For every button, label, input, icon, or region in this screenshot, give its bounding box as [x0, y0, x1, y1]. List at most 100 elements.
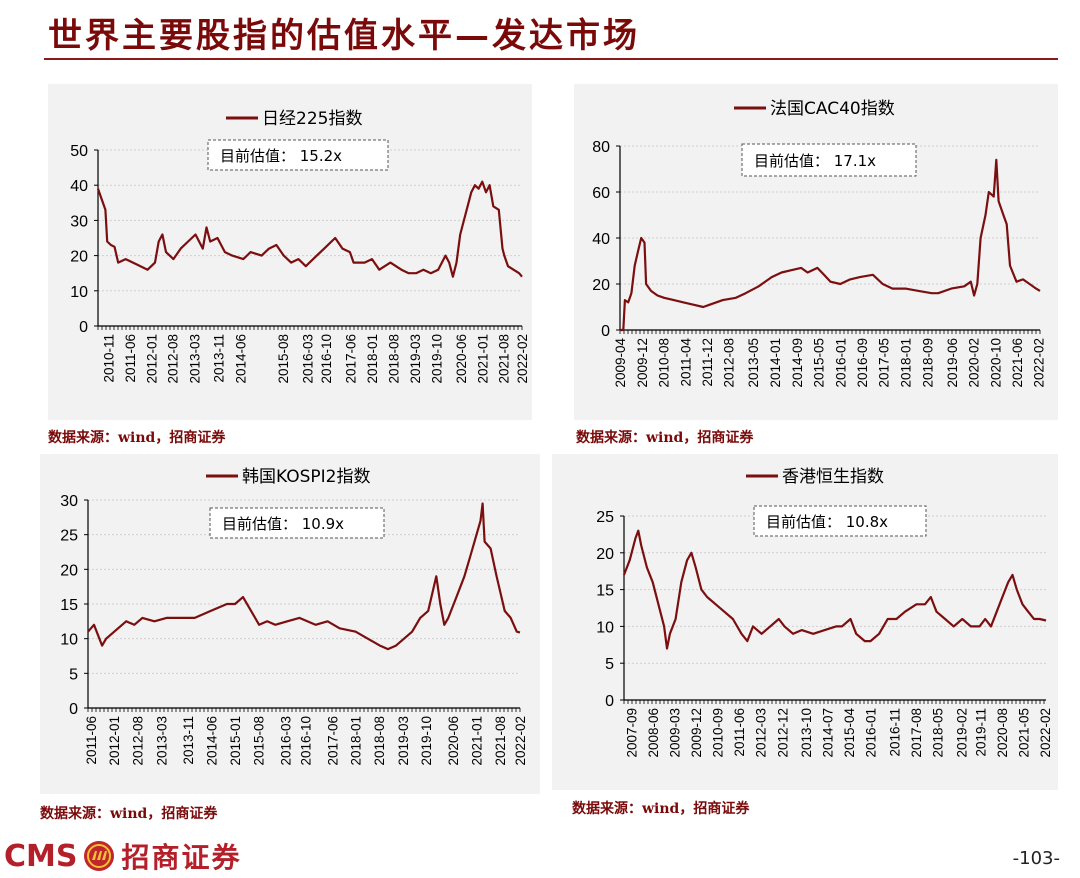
- x-tick-label: 2012-01: [107, 716, 122, 766]
- x-tick-label: 2015-08: [251, 716, 266, 766]
- valuation-text: 目前估值： 17.1x: [754, 152, 876, 170]
- x-tick-label: 2010-11: [101, 334, 116, 383]
- legend-label: 法国CAC40指数: [770, 99, 895, 119]
- valuation-text: 目前估值： 10.8x: [766, 513, 888, 531]
- x-tick-label: 2016-11: [887, 708, 902, 757]
- y-tick-label: 30: [60, 493, 78, 510]
- chart-svg-kospi2: 0 5 10 15 20 25 30 2011-06 2012-01 2012-08 2013-03…: [60, 467, 528, 766]
- x-tick-label: 2016-10: [298, 716, 313, 766]
- y-tick-label: 5: [69, 666, 78, 683]
- x-tick-label: 2013-05: [746, 338, 761, 388]
- company-logo: CMS 招商证券: [4, 838, 242, 875]
- valuation-box: [209, 507, 385, 539]
- x-tick-label: 2014-06: [233, 334, 248, 384]
- y-tick-label: 5: [605, 656, 614, 673]
- valuation-box: [207, 139, 389, 171]
- x-tick-label: 2010-09: [711, 708, 726, 758]
- y-tick-label: 20: [596, 546, 614, 563]
- logo-cms-text: CMS: [4, 838, 78, 874]
- y-tick-label: 20: [60, 562, 78, 579]
- x-tick-label: 2012-12: [775, 708, 790, 758]
- chart-svg-cac40: 0 20 40 60 80 2009-04 2009-12 2010-08 2011-04 201…: [592, 99, 1047, 388]
- x-tick-label: 2009-04: [613, 338, 628, 388]
- x-tick-label: 2021-08: [493, 716, 508, 766]
- x-tick-label: 2013-03: [154, 716, 169, 766]
- x-tick-label: 2015-05: [811, 338, 826, 388]
- company-name: 招商证券: [121, 841, 242, 874]
- x-tick-label: 2011-06: [123, 334, 138, 383]
- x-tick-label: 2020-06: [446, 716, 461, 766]
- y-tick-label: 80: [592, 139, 610, 156]
- y-tick-label: 40: [592, 231, 610, 248]
- x-tick-label: 2019-10: [419, 716, 434, 766]
- x-tick-label: 2022-02: [1038, 708, 1053, 758]
- legend-label: 日经225指数: [262, 109, 362, 129]
- x-tick-label: 2011-06: [84, 716, 99, 765]
- x-tick-label: 2017-06: [325, 716, 340, 766]
- y-tick-label: 10: [70, 284, 88, 301]
- x-tick-label: 2013-11: [181, 716, 196, 765]
- x-tick-label: 2018-05: [930, 708, 945, 758]
- x-tick-label: 2013-11: [212, 334, 227, 383]
- x-tick-label: 2021-08: [497, 334, 512, 384]
- chart-source-kospi2: 数据来源：wind，招商证券: [40, 806, 218, 822]
- x-tick-label: 2008-06: [646, 708, 661, 758]
- x-tick-label: 2015-04: [842, 708, 857, 758]
- x-tick-label: 2017-06: [344, 334, 359, 384]
- x-tick-label: 2021-05: [1016, 708, 1031, 758]
- x-tick-label: 2012-08: [131, 716, 146, 766]
- series-line-nikkei225: [96, 180, 523, 278]
- x-tick-label: 2022-02: [515, 334, 530, 384]
- y-tick-label: 0: [79, 319, 88, 336]
- x-tick-label: 2015-01: [228, 716, 243, 766]
- x-tick-label: 2014-01: [768, 338, 783, 388]
- x-tick-label: 2011-12: [700, 338, 715, 387]
- y-tick-label: 30: [70, 213, 88, 230]
- x-tick-label: 2021-01: [470, 716, 485, 766]
- y-tick-label: 0: [69, 701, 78, 718]
- x-tick-label: 2018-08: [372, 716, 387, 766]
- x-tick-label: 2016-09: [855, 338, 870, 388]
- x-tick-label: 2018-01: [349, 716, 364, 766]
- y-tick-label: 15: [596, 583, 614, 600]
- x-tick-label: 2020-02: [966, 338, 981, 388]
- x-tick-label: 2019-06: [945, 338, 960, 388]
- x-tick-label: 2022-02: [1032, 338, 1047, 388]
- x-tick-label: 2017-08: [909, 708, 924, 758]
- y-tick-label: 25: [596, 509, 614, 526]
- x-tick-label: 2010-08: [656, 338, 671, 388]
- x-tick-label: 2018-01: [899, 338, 914, 388]
- legend-label: 香港恒生指数: [782, 467, 884, 487]
- x-tick-label: 2013-03: [187, 334, 202, 384]
- y-tick-label: 60: [592, 185, 610, 202]
- x-tick-label: 2020-08: [995, 708, 1010, 758]
- valuation-text: 目前估值： 15.2x: [220, 147, 342, 165]
- x-tick-label: 2015-08: [276, 334, 291, 384]
- chart-source-nikkei225: 数据来源：wind，招商证券: [48, 430, 226, 446]
- x-tick-label: 2016-03: [278, 716, 293, 766]
- valuation-text: 目前估值： 10.9x: [222, 515, 344, 533]
- x-tick-label: 2012-08: [166, 334, 181, 384]
- x-tick-label: 2019-03: [396, 716, 411, 766]
- chart-panel-hangseng: 0 5 10 15 20 25 2007-09 2008-06 2009-03 2009-12 20…: [552, 454, 1058, 790]
- x-tick-label: 2018-08: [386, 334, 401, 384]
- x-tick-label: 2009-03: [668, 708, 683, 758]
- y-tick-label: 25: [60, 528, 78, 545]
- x-tick-label: 2012-01: [144, 334, 159, 384]
- x-tick-label: 2016-01: [833, 338, 848, 388]
- y-tick-label: 20: [592, 277, 610, 294]
- chart-source-cac40: 数据来源：wind，招商证券: [576, 430, 754, 446]
- x-tick-label: 2014-07: [821, 708, 836, 758]
- chart-panel-kospi2: 0 5 10 15 20 25 30 2011-06 2012-01 2012-08 2013-03…: [40, 454, 540, 794]
- y-tick-label: 15: [60, 597, 78, 614]
- valuation-box: [741, 143, 917, 177]
- x-tick-label: 2017-05: [877, 338, 892, 388]
- x-tick-label: 2011-04: [678, 338, 693, 387]
- x-tick-label: 2018-09: [920, 338, 935, 388]
- series-line-hangseng: [622, 529, 1047, 650]
- x-tick-label: 2021-01: [475, 334, 490, 384]
- title-divider: [44, 58, 1058, 60]
- x-tick-label: 2013-10: [799, 708, 814, 758]
- chart-source-hangseng: 数据来源：wind，招商证券: [572, 801, 750, 817]
- x-tick-label: 2012-08: [722, 338, 737, 388]
